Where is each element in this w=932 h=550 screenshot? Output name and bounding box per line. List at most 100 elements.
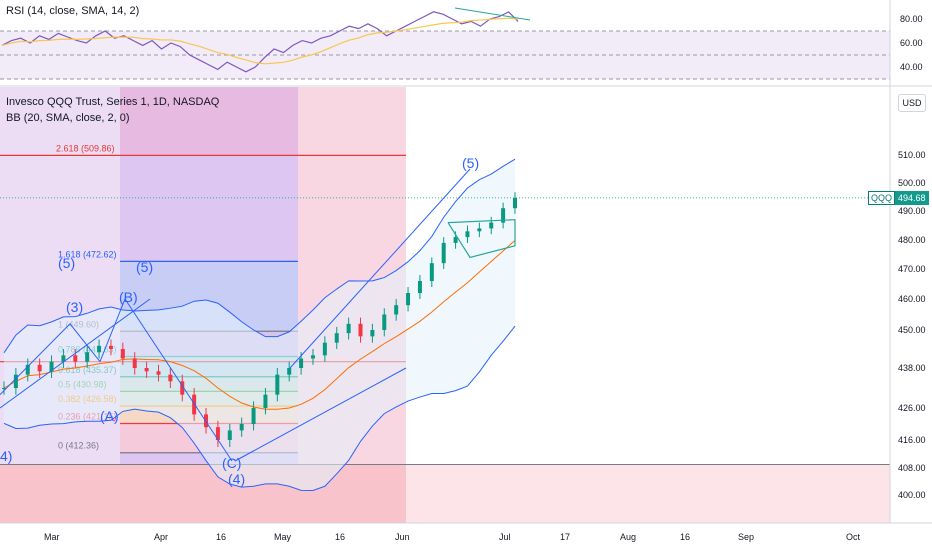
time-tick-label: Jul [499, 532, 511, 542]
candle-body [73, 355, 78, 362]
candle-body [85, 352, 90, 362]
price-tick-label: 450.00 [898, 325, 926, 335]
candle-body [13, 374, 18, 388]
candle-body [310, 355, 315, 359]
wave-label: (3) [66, 299, 83, 315]
candle-body [287, 368, 292, 375]
candle-body [132, 358, 137, 368]
candle-body [406, 293, 411, 306]
candle-body [513, 197, 517, 209]
candle-body [453, 237, 458, 243]
candle-body [61, 355, 66, 362]
time-tick-label: May [274, 532, 292, 542]
time-tick-label: 16 [335, 532, 345, 542]
fib-label: 1.618 (472.62) [58, 249, 117, 259]
last-price-badge: QQQ 494.68 [868, 191, 929, 205]
price-tick-label: 480.00 [898, 235, 926, 245]
candle-body [156, 371, 161, 375]
candle-body [215, 427, 220, 440]
candle-body [429, 263, 434, 281]
currency-button[interactable]: USD [898, 94, 926, 112]
wave-label: (A) [100, 408, 119, 424]
candle-body [25, 364, 30, 375]
candle-body [334, 333, 339, 343]
ticker-tag: QQQ [868, 191, 896, 205]
wave-path [0, 297, 233, 462]
wave-label: (B) [119, 289, 138, 305]
indicator-label: BB (20, SMA, close, 2, 0) [6, 112, 130, 124]
candle-body [180, 381, 185, 395]
channel-line [0, 298, 151, 409]
fib-label: 0 (412.36) [58, 441, 99, 451]
candle-body [251, 408, 256, 424]
candle-body [477, 228, 482, 232]
candle-body [120, 349, 125, 359]
bb-fill [4, 159, 515, 491]
time-tick-label: 17 [560, 532, 570, 542]
candle-body [382, 314, 387, 330]
channel-line [234, 367, 407, 462]
rsi-divergence-line [454, 7, 531, 21]
bb-lower [3, 325, 516, 491]
last-price-value: 494.68 [895, 191, 929, 205]
wave-label: (4) [228, 471, 245, 487]
candle-body [263, 394, 268, 408]
bb-basis [3, 240, 516, 410]
candle-body [394, 305, 399, 315]
candle-body [239, 424, 244, 431]
wave-label: 4) [0, 448, 12, 464]
wave-label: (5) [136, 259, 153, 275]
channel-line [289, 168, 471, 369]
candle-body [465, 231, 470, 238]
rsi-line [1, 11, 519, 73]
zone-red-right [406, 464, 890, 523]
wave-label: (5) [462, 155, 479, 171]
candle-body [227, 430, 232, 440]
candle-body [49, 361, 54, 372]
candle-body [501, 208, 506, 223]
candle-body [322, 342, 327, 356]
rsi-tick-label: 40.00 [900, 62, 923, 72]
candle-body [108, 345, 113, 349]
time-tick-label: Apr [154, 532, 168, 542]
bb-upper [3, 158, 516, 354]
time-tick-label: Mar [44, 532, 60, 542]
candle-body [299, 358, 304, 368]
rsi-tick-label: 60.00 [900, 38, 923, 48]
candle-body [2, 388, 6, 389]
candle-body [441, 242, 446, 264]
rsi-tick-label: 80.00 [900, 14, 923, 24]
fib-label: 2.618 (509.86) [56, 143, 115, 153]
rsi-label: RSI (14, close, SMA, 14, 2) [6, 5, 140, 17]
candle-body [275, 374, 280, 395]
price-tick-label: 470.00 [898, 264, 926, 274]
candle-body [144, 368, 149, 372]
price-tick-label: 426.00 [898, 403, 926, 413]
price-tick-label: 500.00 [898, 178, 926, 188]
wave-label: (C) [222, 455, 241, 471]
flag-pattern [447, 219, 516, 259]
candle-body [168, 374, 173, 382]
price-tick-label: 490.00 [898, 206, 926, 216]
candle-body [417, 281, 422, 293]
price-tick-label: 416.00 [898, 435, 926, 445]
price-tick-label: 438.00 [898, 363, 926, 373]
time-tick-label: Oct [846, 532, 861, 542]
candle-body [97, 345, 102, 353]
price-tick-label: 510.00 [898, 150, 926, 160]
time-tick-label: 16 [216, 532, 226, 542]
candle-body [358, 323, 363, 337]
price-axis-bg [890, 87, 932, 523]
time-tick-label: Aug [620, 532, 636, 542]
price-tick-label: 460.00 [898, 294, 926, 304]
candle-body [37, 364, 42, 372]
time-tick-label: Jun [395, 532, 410, 542]
candle-body [370, 330, 375, 337]
candle-body [489, 222, 494, 229]
price-tick-label: 400.00 [898, 490, 926, 500]
wave-label: (5) [58, 255, 75, 271]
price-tick-label: 408.00 [898, 463, 926, 473]
time-tick-label: 16 [680, 532, 690, 542]
symbol-title: Invesco QQQ Trust, Series 1, 1D, NASDAQ [6, 96, 220, 108]
